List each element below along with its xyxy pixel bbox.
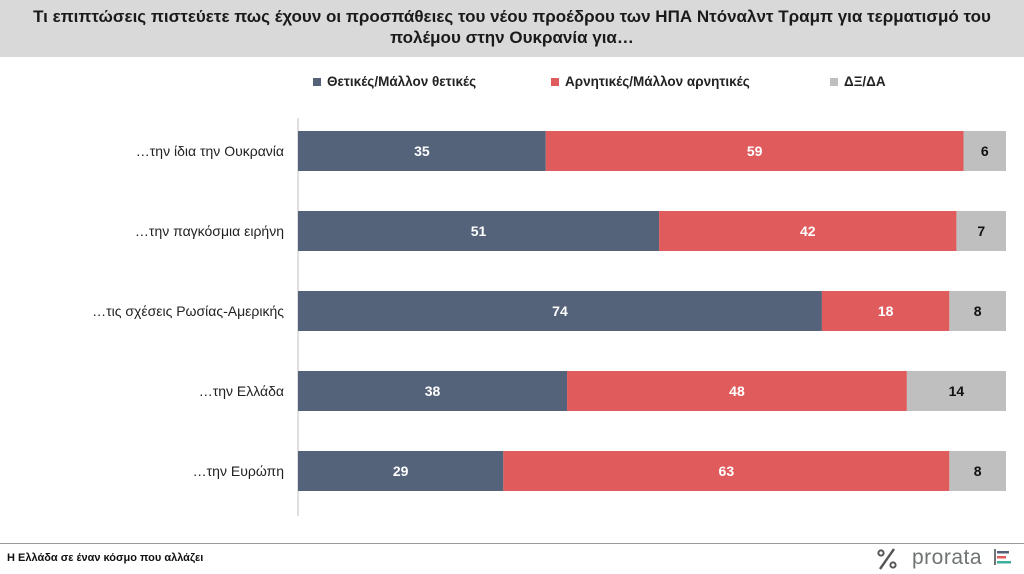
- data-label-dk: 14: [949, 383, 965, 399]
- data-label-dk: 7: [977, 223, 985, 239]
- data-label-negative: 48: [729, 383, 745, 399]
- footer-divider: [0, 543, 1024, 544]
- data-label-negative: 59: [747, 143, 763, 159]
- data-label-positive: 29: [393, 463, 409, 479]
- bar-segment-dk: [956, 211, 1006, 251]
- data-label-positive: 38: [425, 383, 441, 399]
- bar-segment-dk: [949, 451, 1006, 491]
- legend-item-positive: Θετικές/Μάλλον θετικές: [313, 74, 476, 89]
- bar-segment-positive: [298, 211, 660, 251]
- category-label: …τις σχέσεις Ρωσίας-Αμερικής: [92, 303, 284, 319]
- category-label: …την Ελλάδα: [199, 383, 284, 399]
- prorata-logo: prorata: [866, 544, 1016, 572]
- bar-segment-negative: [503, 451, 950, 491]
- logo-bars-icon: [994, 549, 1011, 565]
- category-label: …την Ευρώπη: [193, 463, 284, 479]
- data-label-negative: 18: [878, 303, 894, 319]
- bar-segment-dk: [963, 131, 1006, 171]
- bar-segment-positive: [298, 131, 546, 171]
- bar-segment-negative: [821, 291, 950, 331]
- data-label-negative: 63: [719, 463, 735, 479]
- title-bar: Τι επιπτώσεις πιστεύετε πως έχουν οι προ…: [0, 0, 1024, 57]
- data-label-negative: 42: [800, 223, 816, 239]
- bar-segment-positive: [298, 291, 822, 331]
- data-label-positive: 35: [414, 143, 430, 159]
- bar-segment-negative: [659, 211, 957, 251]
- percent-icon: [877, 548, 897, 570]
- legend-swatch-dk: [830, 77, 838, 86]
- legend-swatch-negative: [551, 77, 559, 86]
- legend-swatch-positive: [313, 77, 321, 86]
- category-label: …την παγκόσμια ειρήνη: [135, 223, 284, 239]
- bar-segment-positive: [298, 371, 568, 411]
- data-label-dk: 6: [981, 143, 989, 159]
- data-label-dk: 8: [974, 303, 982, 319]
- data-label-dk: 8: [974, 463, 982, 479]
- legend-label-positive: Θετικές/Μάλλον θετικές: [327, 74, 477, 89]
- bar-segment-positive: [298, 451, 504, 491]
- bar-segment-dk: [906, 371, 1006, 411]
- bar-segment-negative: [567, 371, 907, 411]
- footer-text: Η Ελλάδα σε έναν κόσμο που αλλάζει: [7, 552, 204, 564]
- chart-legend: Θετικές/Μάλλον θετικές Αρνητικές/Μάλλον …: [0, 74, 1024, 92]
- logo-wordmark: prorata: [912, 546, 983, 569]
- legend-label-negative: Αρνητικές/Μάλλον αρνητικές: [565, 74, 750, 89]
- legend-item-dk: ΔΞ/ΔΑ: [830, 74, 886, 89]
- bar-segment-dk: [949, 291, 1006, 331]
- chart-title: Τι επιπτώσεις πιστεύετε πως έχουν οι προ…: [33, 7, 991, 47]
- category-label: …την ίδια την Ουκρανία: [136, 143, 284, 159]
- legend-item-negative: Αρνητικές/Μάλλον αρνητικές: [551, 74, 750, 89]
- bar-segment-negative: [545, 131, 964, 171]
- data-label-positive: 74: [552, 303, 568, 319]
- data-label-positive: 51: [471, 223, 487, 239]
- legend-label-dk: ΔΞ/ΔΑ: [844, 74, 886, 89]
